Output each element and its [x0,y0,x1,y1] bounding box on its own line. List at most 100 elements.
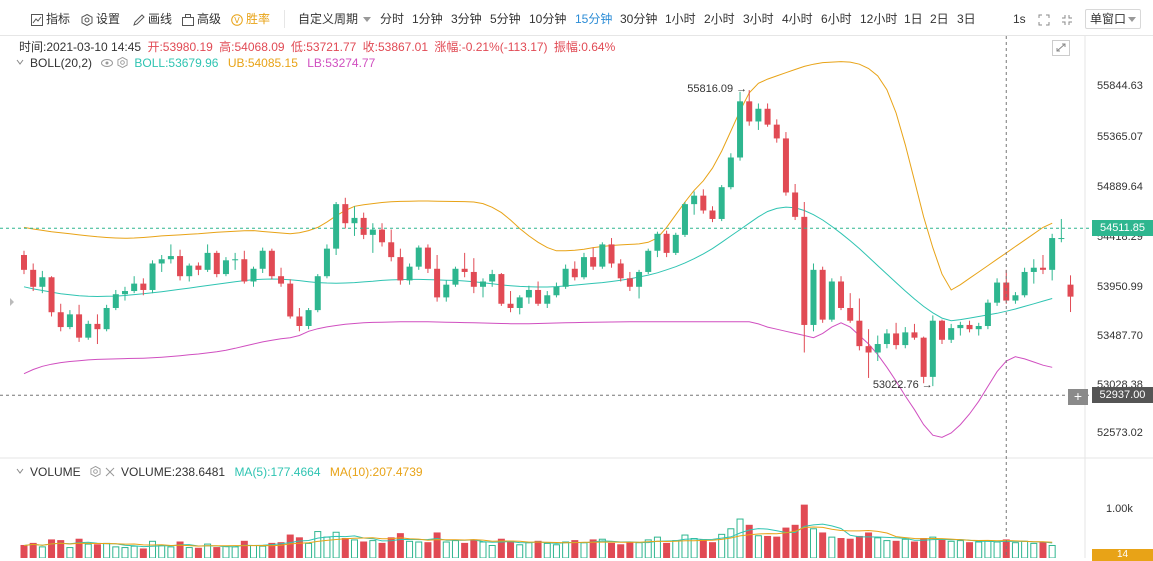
collapse-caret-icon[interactable] [16,467,24,475]
interval-tab[interactable]: 12小时 [860,12,898,26]
collapse-caret-icon[interactable] [16,58,24,66]
high-value: 高:54068.09 [219,40,285,54]
candle-body [39,277,46,287]
candle-body [140,283,147,290]
interval-tab[interactable]: 1日 [904,12,923,26]
settings-icon[interactable] [117,56,128,69]
candle-body [388,242,395,258]
volume-bar [424,542,432,558]
volume-bar [892,540,900,558]
arrow-right-icon: → [921,379,933,392]
candle-body [681,204,688,235]
volume-bar [534,540,542,558]
volume-bar [167,546,175,558]
interval-tab[interactable]: 30分钟 [620,12,658,26]
indicator-button[interactable]: 指标 [31,11,70,27]
draw-line-label: 画线 [148,12,173,26]
interval-tab[interactable]: 10分钟 [529,12,567,26]
interval-tab[interactable]: 4小时 [782,12,813,26]
volume-bar [286,534,294,558]
volume-bar [84,543,92,558]
candle-body [57,312,64,328]
volume-bar [764,535,772,558]
custom-period-dropdown[interactable]: 自定义周期 [298,11,372,27]
candle-body [268,250,275,277]
interval-tab[interactable]: 2日 [930,12,949,26]
price-tick-label: 54889.64 [1097,181,1143,194]
add-alert-button[interactable]: + [1068,389,1088,405]
candlestick-chart[interactable] [0,36,1153,558]
volume-bar [745,524,753,558]
refresh-rate[interactable]: 1s [1013,11,1026,27]
candle-body [342,204,349,224]
volume-bar [626,541,634,558]
volume-bar [240,540,248,558]
volume-bar [984,540,992,558]
volume-bar [1039,541,1047,558]
settings-button[interactable]: 设置 [81,11,120,27]
expand-button[interactable] [1038,11,1053,27]
candle-body [709,210,716,219]
volume-bar [231,546,239,558]
interval-tab[interactable]: 6小时 [821,12,852,26]
svg-text:V: V [234,16,240,25]
candle-body [700,195,707,211]
volume-bar [38,546,46,558]
eye-icon[interactable] [101,58,114,68]
candle-body [1067,284,1074,297]
interval-tab[interactable]: 5分钟 [490,12,521,26]
settings-icon[interactable] [90,465,101,478]
volume-bar [543,542,551,558]
candle-body [480,281,486,287]
candle-body [746,101,753,122]
high-annotation-value: 55816.09 [687,83,734,96]
candle-body [782,138,789,193]
interval-tab[interactable]: 2小时 [704,12,735,26]
toolbar-divider [284,10,285,28]
advanced-button[interactable]: 高级 [182,11,221,27]
volume-bar [552,544,560,558]
candle-body [195,265,202,270]
candle-body [764,108,771,125]
interval-tab[interactable]: 分时 [380,12,405,26]
chart-toolbar: 指标 设置 画线 高级 V 胜率 自定义周期 分时 1分钟 3分钟 5分钟 10分钟 15分… [0,0,1153,36]
close-icon[interactable] [105,467,115,477]
candle-body [232,259,239,261]
chevron-down-icon [363,17,372,22]
volume-bar [259,545,267,558]
interval-tab[interactable]: 3日 [957,12,976,26]
candle-body [424,247,431,269]
candle-body [966,324,973,330]
collapse-button[interactable] [1061,11,1076,27]
interval-tab[interactable]: 3分钟 [451,12,482,26]
candle-body [920,337,927,377]
candle-body [85,323,92,338]
interval-tab[interactable]: 15分钟 [575,12,613,26]
candle-body [590,257,597,267]
candle-body [580,257,587,278]
volume-bar [29,542,37,558]
interval-tab[interactable]: 3小时 [743,12,774,26]
draw-line-icon [133,14,145,26]
draw-line-button[interactable]: 画线 [133,11,172,27]
interval-tab[interactable]: 1分钟 [412,12,443,26]
volume-bar [718,533,726,558]
candle-body [654,233,661,251]
chart-fullscreen-button[interactable] [1052,40,1070,56]
candle-body [131,283,138,292]
volume-bar [507,540,515,558]
candle-body [94,323,101,330]
volume-bar [103,542,111,558]
volume-bar [653,536,661,558]
volume-bar [855,535,863,558]
low-value: 低:53721.77 [290,40,357,54]
candle-body [167,256,174,260]
candle-body [443,284,450,298]
candle-body [177,256,184,277]
volume-bar [461,542,469,558]
volume-axis-tick: 1.00k [1106,503,1133,515]
win-rate-button[interactable]: V 胜率 [231,11,270,27]
window-mode-select[interactable]: 单窗口 [1085,9,1141,29]
current-price-tag: 54511.85 [1092,220,1153,237]
interval-tab[interactable]: 1小时 [665,12,696,26]
